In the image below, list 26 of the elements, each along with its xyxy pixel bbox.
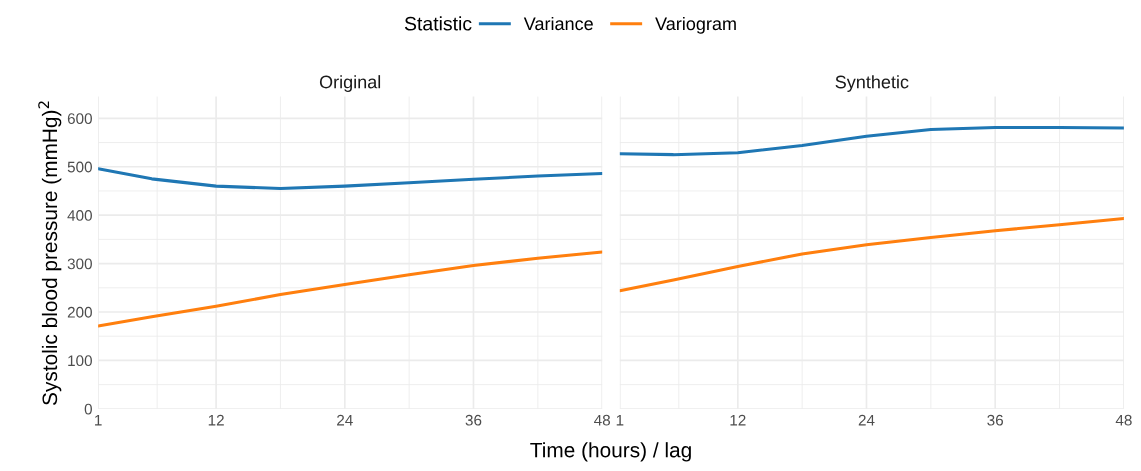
legend-label: Variance <box>523 16 593 31</box>
x-tick-label: 12 <box>730 414 746 426</box>
x-tick-label: 24 <box>858 414 875 426</box>
x-tick-label: 24 <box>337 414 353 426</box>
legend-label: Variogram <box>655 16 736 34</box>
line-series <box>98 167 603 191</box>
line-series <box>98 250 603 328</box>
x-tick-label: 36 <box>465 414 482 426</box>
legend-title: Statistic <box>404 16 472 31</box>
x-tick-label: 1 <box>95 414 102 426</box>
y-axis-title: Systolic blood pressure (mmHg)$^{2}$ <box>38 101 62 405</box>
x-tick-label: 1 <box>616 414 624 426</box>
chart-title: Original <box>319 75 381 92</box>
chart-title: Synthetic <box>835 75 909 92</box>
x-tick-label: 36 <box>987 414 1004 426</box>
x-tick-label: 48 <box>1115 414 1132 426</box>
y-tick-label: 300 <box>67 258 92 270</box>
y-tick-label: 100 <box>68 355 92 367</box>
y-tick-label: 600 <box>67 113 92 125</box>
x-axis-title: Time (hours) / lag <box>530 442 691 462</box>
y-tick-label: 200 <box>67 306 92 318</box>
x-tick-label: 12 <box>208 414 224 426</box>
y-tick-label: 400 <box>67 210 92 221</box>
y-tick-label: 0 <box>84 403 92 415</box>
x-tick-label: 48 <box>594 414 611 426</box>
y-tick-label: 500 <box>67 161 92 173</box>
